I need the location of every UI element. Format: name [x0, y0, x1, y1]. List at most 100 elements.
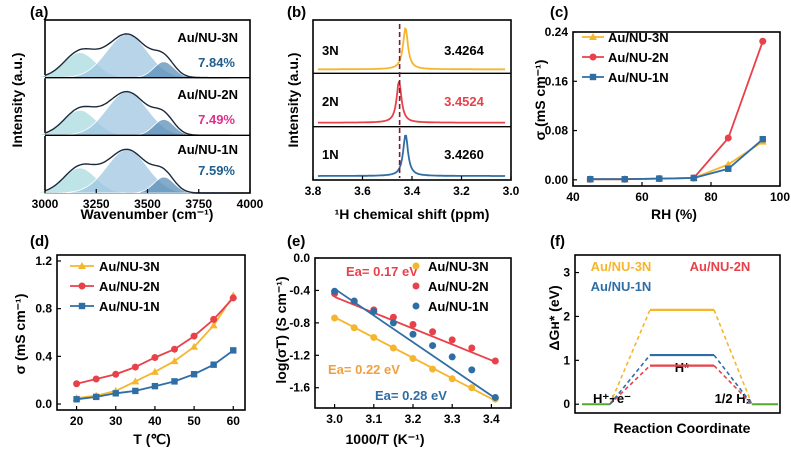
a-name-1n: Au/NU-1N — [177, 142, 238, 157]
c-xtick-label: 80 — [704, 190, 718, 204]
d-xtick-label: 20 — [70, 414, 84, 428]
e-ytick-label: -0.4 — [289, 283, 310, 297]
d-point-1n — [230, 347, 237, 354]
f-legend-3n: Au/NU-3N — [591, 259, 652, 274]
d-ytick-label: 0.0 — [35, 397, 52, 411]
c-xtick-label: 60 — [635, 190, 649, 204]
d-point-1n — [73, 396, 80, 403]
e-legend-3n: Au/NU-3N — [428, 259, 489, 274]
panel-label-f: (f) — [550, 233, 565, 250]
d-point-1n — [171, 378, 178, 385]
panel-label-e: (e) — [287, 233, 305, 250]
d-point-3n — [150, 367, 159, 375]
e-legend-2n: Au/NU-2N — [428, 279, 489, 294]
e-legend-marker-1n — [412, 302, 420, 310]
f-ytick-label: 2 — [563, 309, 570, 323]
e-point-3n — [409, 355, 417, 363]
a-pct-1n: 7.59% — [198, 163, 235, 178]
panel-label-b: (b) — [287, 4, 306, 21]
e-fit-line-1n — [334, 288, 496, 400]
b-name-2n: 2N — [322, 94, 339, 109]
d-xtick-label: 40 — [148, 414, 162, 428]
e-xtick-label: 3.1 — [365, 412, 382, 426]
e-point-2n — [409, 320, 417, 328]
d-point-2n — [151, 354, 159, 362]
a-name-2n: Au/NU-2N — [177, 87, 238, 102]
c-legend-marker-1n — [589, 73, 597, 81]
d-legend-marker-1n — [78, 302, 86, 310]
f-xlabel: Reaction Coordinate — [614, 420, 751, 436]
b-val-2n: 3.4524 — [444, 94, 485, 109]
e-ytick-label: -1.6 — [289, 381, 310, 395]
e-point-2n — [389, 313, 397, 321]
d-point-3n — [131, 377, 140, 385]
e-point-1n — [468, 366, 476, 374]
e-point-3n — [429, 365, 437, 373]
e-ea-2n: Ea= 0.17 eV — [346, 264, 418, 279]
a-xtick-label: 3500 — [134, 197, 161, 211]
a-xtick-label: 3750 — [185, 197, 212, 211]
d-point-1n — [190, 371, 198, 378]
e-point-1n — [491, 393, 499, 401]
e-xtick-label: 3.4 — [483, 412, 500, 426]
a-pct-2n: 7.49% — [198, 112, 235, 127]
d-point-1n — [132, 387, 139, 395]
a-name-3n: Au/NU-3N — [177, 30, 238, 45]
b-xtick-label: 3.2 — [453, 184, 470, 198]
c-xlabel: RH (%) — [651, 206, 697, 222]
f-ytick-label: 3 — [563, 266, 570, 280]
e-point-2n — [468, 344, 476, 352]
c-frame — [572, 31, 781, 187]
b-spectrum-2n — [317, 81, 506, 124]
c-legend-3n: Au/NU-3N — [608, 30, 669, 45]
d-ylabel: σ (mS cm⁻¹) — [12, 294, 28, 375]
d-ytick-label: 1.2 — [35, 254, 52, 268]
e-ea-1n: Ea= 0.28 eV — [375, 388, 447, 403]
c-ytick-label: 0.24 — [545, 25, 569, 39]
e-point-1n — [350, 297, 358, 305]
d-point-3n — [190, 342, 199, 350]
c-point-1n — [621, 176, 628, 183]
f-ytick-label: 1 — [563, 353, 570, 367]
b-val-1n: 3.4260 — [444, 147, 484, 162]
a-xtick-label: 3000 — [32, 197, 59, 211]
f-ylabel: ΔGʜ* (eV) — [546, 285, 562, 350]
d-point-2n — [131, 363, 139, 371]
e-point-1n — [389, 319, 397, 327]
c-point-1n — [656, 175, 663, 182]
c-point-1n — [690, 174, 697, 182]
e-xtick-label: 3.3 — [444, 412, 461, 426]
f-connector-right-3n — [713, 309, 753, 405]
e-legend-marker-3n — [412, 262, 420, 270]
d-point-1n — [92, 393, 100, 401]
c-ylabel: σ (mS cm⁻¹) — [532, 60, 548, 141]
c-ytick-label: 0.00 — [545, 173, 569, 187]
panel-label-c: (c) — [550, 4, 568, 21]
d-point-2n — [73, 380, 81, 388]
e-ylabel: log(σT) (S cm⁻¹) — [273, 276, 289, 383]
d-point-3n — [209, 321, 218, 329]
d-point-2n — [210, 315, 218, 323]
f-state-initial: H⁺+e⁻ — [593, 391, 631, 406]
b-name-1n: 1N — [322, 147, 339, 162]
b-ylabel: Intensity (a.u.) — [285, 53, 301, 148]
a-pct-3n: 7.84% — [198, 55, 235, 70]
a-xlabel: Wavenumber (cm⁻¹) — [81, 206, 214, 222]
f-connector-right-1n — [713, 354, 753, 405]
e-point-3n — [370, 333, 378, 341]
d-point-2n — [229, 294, 237, 302]
c-point-2n — [759, 37, 767, 45]
c-ytick-label: 0.16 — [545, 74, 569, 88]
c-legend-marker-3n — [589, 33, 597, 40]
f-state-intermediate: H* — [675, 360, 690, 375]
d-xlabel: T (℃) — [133, 431, 171, 447]
a-xtick-label: 4000 — [237, 197, 264, 211]
f-connector-left-3n — [609, 309, 651, 405]
d-point-2n — [171, 345, 178, 353]
b-xtick-label: 3.8 — [305, 184, 322, 198]
e-point-3n — [448, 375, 456, 383]
d-ytick-label: 0.4 — [35, 349, 52, 363]
f-frame — [574, 254, 781, 414]
e-xtick-label: 3.2 — [405, 412, 422, 426]
